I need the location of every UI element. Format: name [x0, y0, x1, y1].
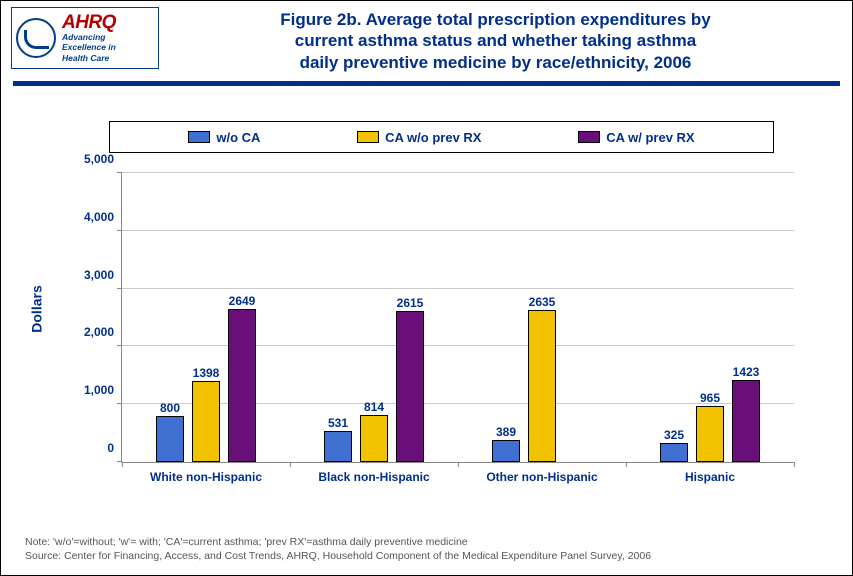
- bar: 325: [660, 443, 688, 462]
- plot-area: 01,0002,0003,0004,0005,00080013982649Whi…: [121, 173, 794, 463]
- bar-value-label: 325: [664, 428, 684, 442]
- bar: 389: [492, 440, 520, 462]
- bar-value-label: 814: [364, 400, 384, 414]
- bar-group: 531 814 2615: [290, 173, 458, 462]
- hhs-seal-icon: [16, 18, 56, 58]
- bar: 814: [360, 415, 388, 462]
- bar: 2615: [396, 311, 424, 462]
- title-line-2: current asthma status and whether taking…: [159, 30, 832, 51]
- bar: 965: [696, 406, 724, 462]
- legend-item: w/o CA: [188, 130, 260, 145]
- footer-notes: Note: 'w/o'=without; 'w'= with; 'CA'=cur…: [25, 535, 651, 563]
- bar-value-label: 1398: [193, 366, 220, 380]
- xtick-mark: [626, 462, 627, 467]
- figure-title: Figure 2b. Average total prescription ex…: [159, 7, 842, 73]
- xtick-label: Black non-Hispanic: [318, 462, 429, 484]
- bar: 531: [324, 431, 352, 462]
- xtick-mark: [122, 462, 123, 467]
- chart: w/o CACA w/o prev RXCA w/ prev RX Dollar…: [49, 111, 804, 511]
- ytick-label: 3,000: [84, 268, 122, 282]
- legend-swatch: [578, 131, 600, 143]
- header: AHRQ Advancing Excellence in Health Care…: [1, 1, 852, 73]
- legend-swatch: [357, 131, 379, 143]
- ahrq-logo: AHRQ Advancing Excellence in Health Care: [11, 7, 159, 69]
- bar-value-label: 2615: [397, 296, 424, 310]
- legend-item: CA w/ prev RX: [578, 130, 694, 145]
- title-line-1: Figure 2b. Average total prescription ex…: [159, 9, 832, 30]
- bar: 1398: [192, 381, 220, 462]
- y-axis-label: Dollars: [29, 285, 45, 332]
- legend-label: w/o CA: [216, 130, 260, 145]
- ytick-label: 0: [107, 441, 122, 455]
- bar-value-label: 965: [700, 391, 720, 405]
- title-line-3: daily preventive medicine by race/ethnic…: [159, 52, 832, 73]
- logo-text: AHRQ Advancing Excellence in Health Care: [62, 13, 116, 63]
- ytick-label: 4,000: [84, 210, 122, 224]
- logo-tagline-1: Advancing: [62, 33, 116, 42]
- bar-value-label: 531: [328, 416, 348, 430]
- logo-tagline-2: Excellence in: [62, 43, 116, 52]
- bar-group: 800 1398 2649: [122, 173, 290, 462]
- bar: 2635: [528, 310, 556, 462]
- ytick-label: 5,000: [84, 152, 122, 166]
- xtick-label: White non-Hispanic: [150, 462, 262, 484]
- legend-label: CA w/ prev RX: [606, 130, 694, 145]
- xtick-mark: [290, 462, 291, 467]
- bar-group: 389 2635: [458, 173, 626, 462]
- bar-value-label: 2649: [229, 294, 256, 308]
- xtick-label: Hispanic: [685, 462, 735, 484]
- xtick-mark: [458, 462, 459, 467]
- legend-item: CA w/o prev RX: [357, 130, 481, 145]
- note-text: Note: 'w/o'=without; 'w'= with; 'CA'=cur…: [25, 535, 651, 549]
- logo-tagline-3: Health Care: [62, 54, 116, 63]
- logo-brand: AHRQ: [62, 13, 116, 32]
- bar: 800: [156, 416, 184, 462]
- bar-value-label: 389: [496, 425, 516, 439]
- bar-group: 325 965 1423: [626, 173, 794, 462]
- xtick-mark: [794, 462, 795, 467]
- bar-value-label: 800: [160, 401, 180, 415]
- header-rule: [13, 81, 840, 86]
- ytick-label: 1,000: [84, 383, 122, 397]
- source-text: Source: Center for Financing, Access, an…: [25, 549, 651, 563]
- bar-value-label: 1423: [733, 365, 760, 379]
- legend-swatch: [188, 131, 210, 143]
- bar-value-label: 2635: [529, 295, 556, 309]
- legend-label: CA w/o prev RX: [385, 130, 481, 145]
- ytick-label: 2,000: [84, 325, 122, 339]
- bar: 2649: [228, 309, 256, 462]
- legend: w/o CA CA w/o prev RX CA w/ prev RX: [109, 121, 774, 153]
- bar: 1423: [732, 380, 760, 462]
- xtick-label: Other non-Hispanic: [486, 462, 597, 484]
